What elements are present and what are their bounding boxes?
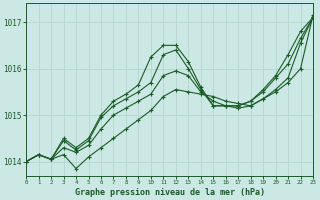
X-axis label: Graphe pression niveau de la mer (hPa): Graphe pression niveau de la mer (hPa) <box>75 188 265 197</box>
